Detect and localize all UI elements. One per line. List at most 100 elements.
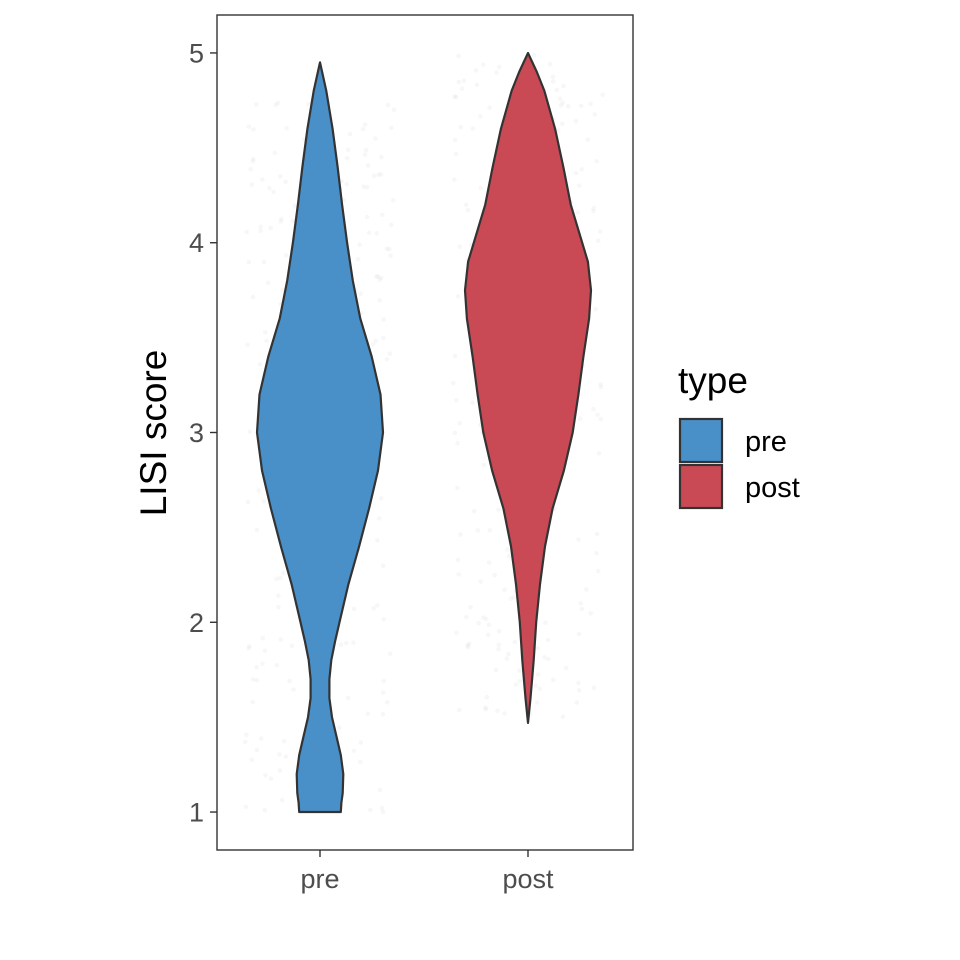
jitter-point <box>543 620 548 625</box>
jitter-point <box>381 617 386 622</box>
jitter-point <box>351 748 357 754</box>
jitter-point <box>452 94 458 99</box>
jitter-point <box>258 224 264 230</box>
jitter-point <box>452 430 458 436</box>
jitter-point <box>279 798 285 803</box>
jitter-point <box>245 499 251 505</box>
jitter-point <box>576 631 582 637</box>
jitter-point <box>563 665 569 671</box>
jitter-point <box>388 253 393 258</box>
jitter-point <box>261 499 267 504</box>
jitter-point <box>345 695 351 701</box>
jitter-point <box>351 640 356 646</box>
jitter-point <box>367 230 372 235</box>
jitter-point <box>487 560 492 565</box>
jitter-point <box>566 103 571 109</box>
jitter-point <box>534 700 540 705</box>
jitter-point <box>246 124 252 130</box>
jitter-point <box>485 632 491 638</box>
jitter-point <box>550 79 556 84</box>
jitter-point <box>376 516 382 521</box>
jitter-point <box>494 70 499 75</box>
y-tick-label: 4 <box>189 228 204 258</box>
jitter-point <box>555 128 561 133</box>
jitter-point <box>506 651 511 657</box>
jitter-point <box>358 759 363 765</box>
jitter-point <box>379 154 384 160</box>
jitter-point <box>284 126 289 131</box>
jitter-point <box>274 663 280 668</box>
jitter-point <box>468 605 473 610</box>
jitter-point <box>247 643 252 649</box>
jitter-point <box>249 182 254 187</box>
jitter-point <box>560 714 566 719</box>
jitter-point <box>588 101 593 107</box>
jitter-point <box>578 601 584 606</box>
jitter-point <box>292 203 298 208</box>
jitter-point <box>249 757 254 763</box>
jitter-point <box>478 579 484 584</box>
jitter-point <box>289 643 295 649</box>
jitter-point <box>594 550 599 556</box>
jitter-point <box>261 259 267 265</box>
jitter-point <box>484 694 490 700</box>
jitter-point <box>380 809 386 815</box>
jitter-point <box>271 189 276 195</box>
jitter-point <box>470 126 476 131</box>
jitter-point <box>465 207 471 213</box>
jitter-point <box>244 229 249 235</box>
jitter-point <box>380 563 386 568</box>
jitter-point <box>508 596 514 601</box>
jitter-point <box>456 79 462 85</box>
jitter-point <box>274 576 279 582</box>
jitter-point <box>496 642 502 648</box>
jitter-point <box>391 107 397 112</box>
jitter-point <box>290 218 296 224</box>
jitter-point <box>558 103 564 108</box>
jitter-point <box>357 242 362 247</box>
jitter-point <box>276 593 281 598</box>
jitter-point <box>278 575 283 581</box>
jitter-point <box>378 496 384 501</box>
x-axis: pre post <box>300 850 554 894</box>
jitter-point <box>361 184 366 189</box>
jitter-point <box>595 412 600 418</box>
jitter-point <box>455 485 460 491</box>
jitter-point <box>371 606 376 611</box>
jitter-point <box>483 707 489 712</box>
y-tick-label: 3 <box>189 418 204 448</box>
jitter-point <box>535 645 540 651</box>
jitter-point <box>574 700 580 705</box>
jitter-point <box>533 683 538 688</box>
legend-title: type <box>678 360 748 401</box>
jitter-point <box>279 216 284 222</box>
jitter-point <box>557 96 563 102</box>
jitter-point <box>373 136 378 141</box>
jitter-point <box>280 288 286 293</box>
jitter-point <box>573 170 579 176</box>
jitter-point <box>486 622 492 628</box>
jitter-point <box>493 667 499 673</box>
jitter-point <box>265 280 271 286</box>
jitter-point <box>578 416 583 422</box>
jitter-point <box>579 167 584 172</box>
jitter-point <box>250 677 256 682</box>
jitter-point <box>245 342 250 348</box>
jitter-point <box>470 400 475 406</box>
jitter-point <box>374 274 380 279</box>
jitter-point <box>291 687 296 692</box>
jitter-point <box>366 163 371 168</box>
jitter-point <box>388 651 393 657</box>
jitter-point <box>251 127 256 132</box>
jitter-point <box>548 62 553 67</box>
jitter-point <box>465 643 470 648</box>
jitter-point <box>390 198 396 203</box>
jitter-point <box>374 231 379 236</box>
jitter-point <box>380 711 386 717</box>
jitter-point <box>347 131 353 137</box>
jitter-point <box>358 291 364 296</box>
jitter-point <box>505 547 510 552</box>
jitter-point <box>375 274 381 279</box>
jitter-point <box>387 246 392 252</box>
jitter-point <box>250 156 256 162</box>
